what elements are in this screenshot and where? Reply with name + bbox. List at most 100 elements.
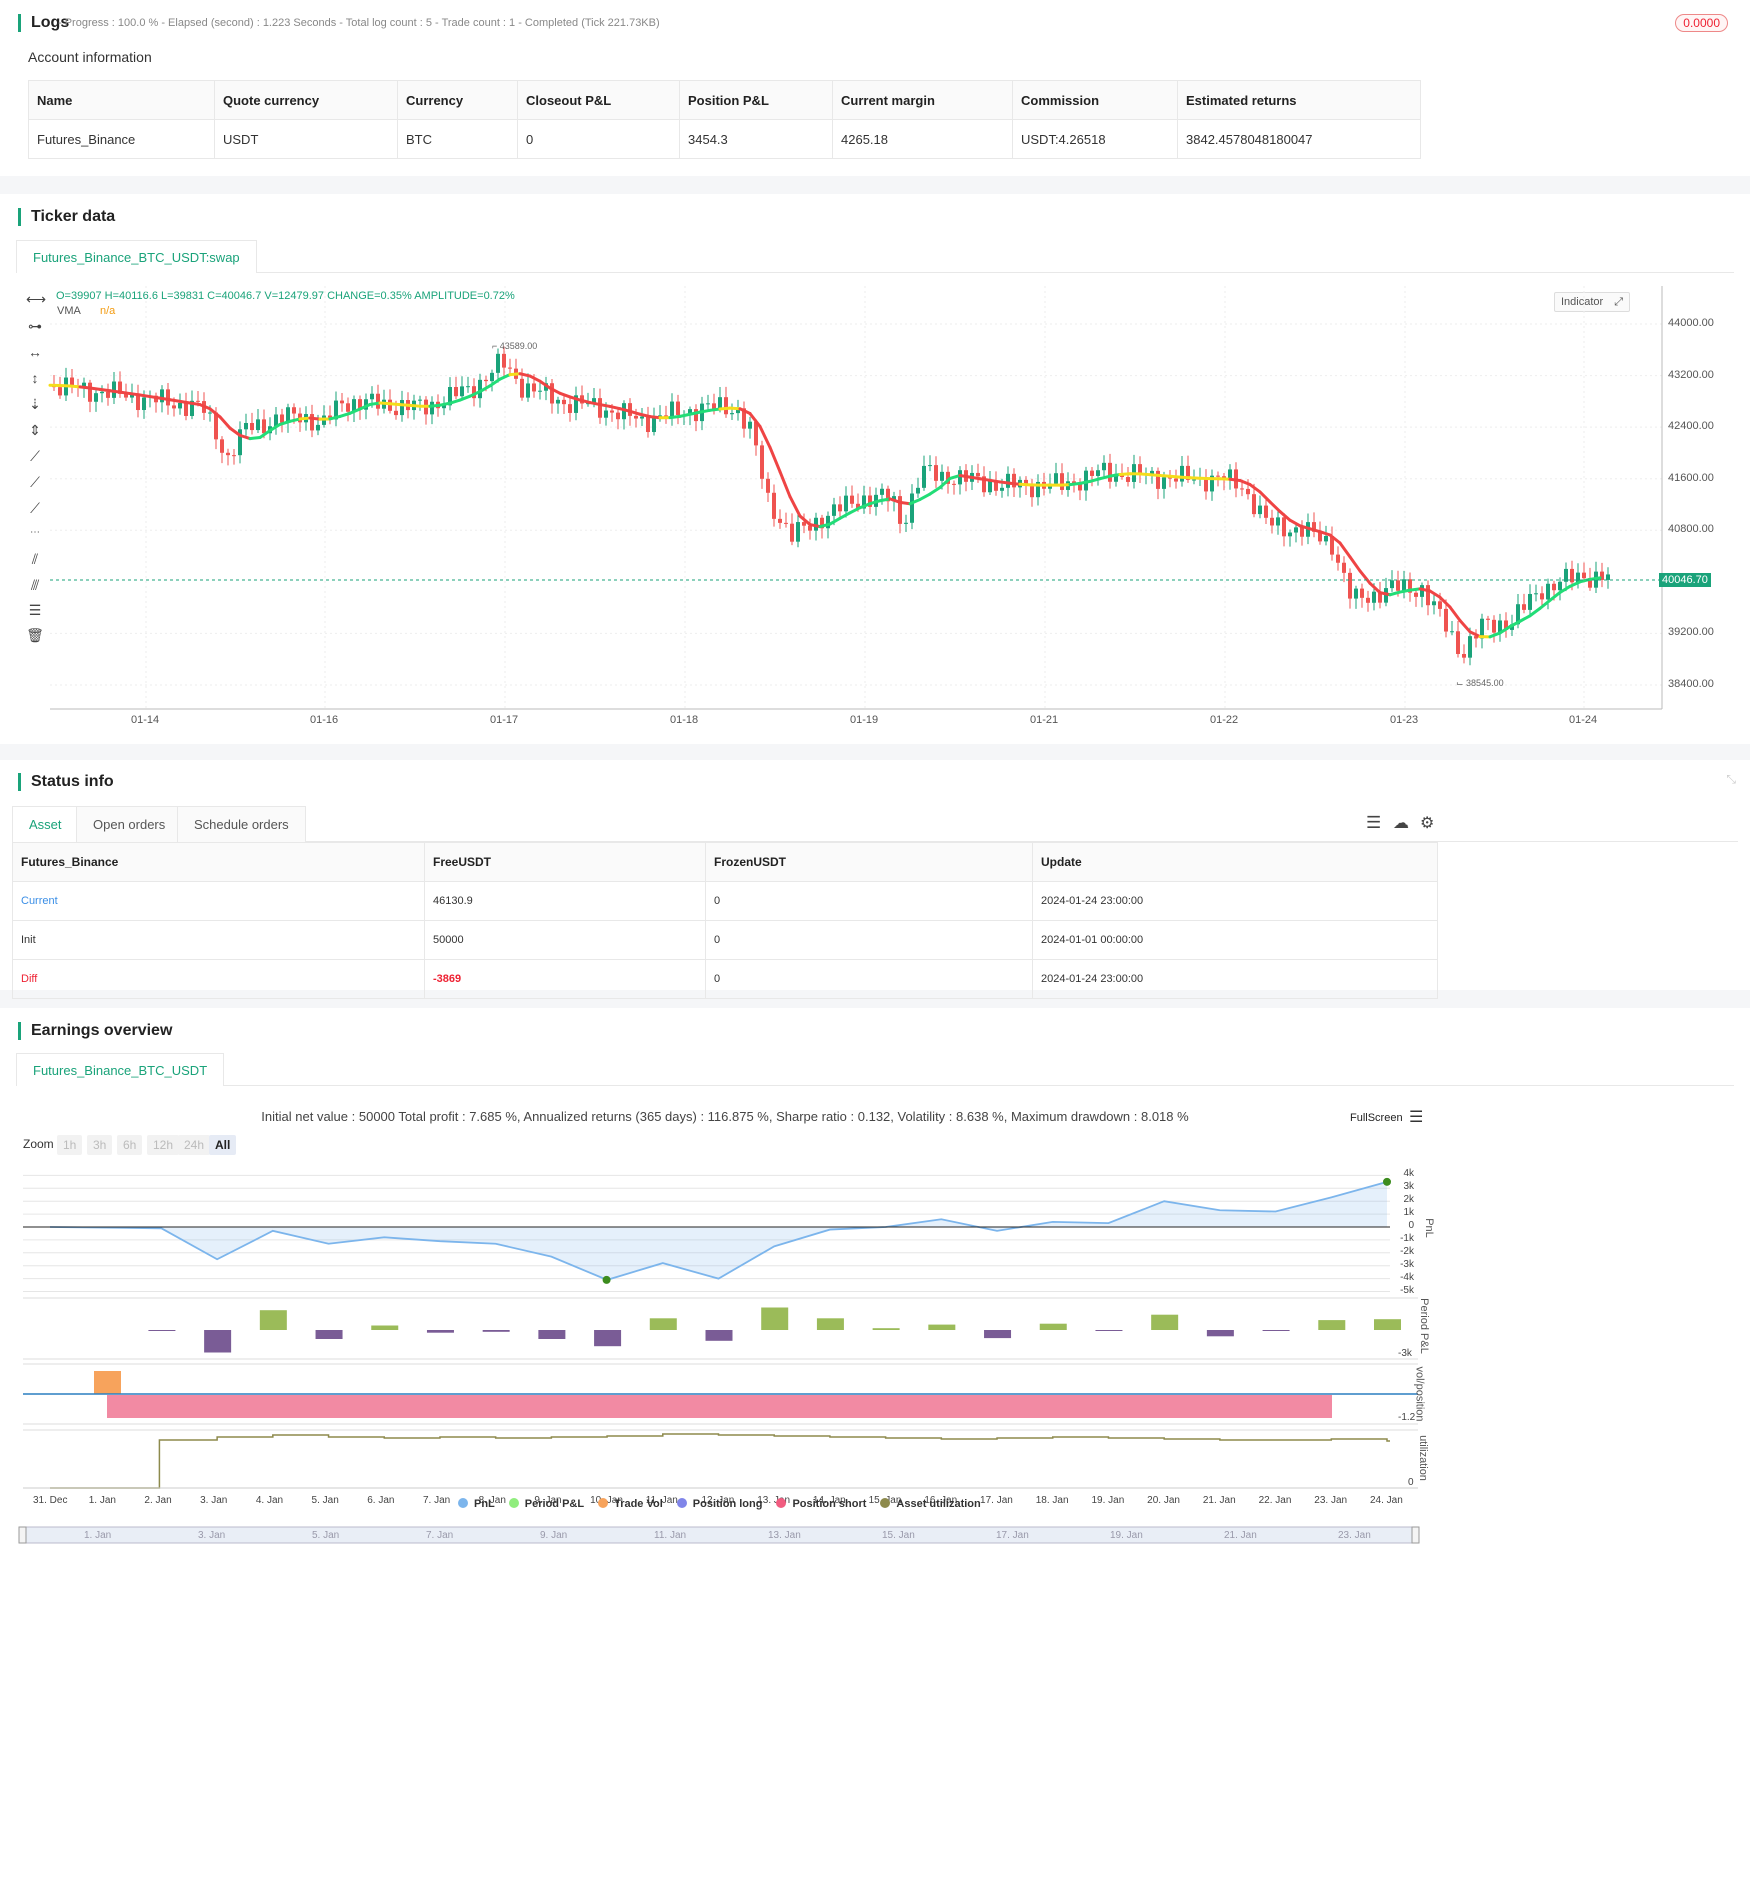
candle-body: [1324, 536, 1328, 542]
period-pnl-bar: [649, 1318, 677, 1330]
candle-body: [340, 400, 344, 404]
candle-body: [1054, 473, 1058, 484]
vma-segment: [148, 395, 162, 400]
tab-open-orders[interactable]: Open orders: [76, 806, 183, 842]
candle-body: [1270, 517, 1274, 526]
tab-ticker-symbol[interactable]: Futures_Binance_BTC_USDT:swap: [16, 240, 257, 273]
logs-title: Logs: [18, 14, 69, 32]
parallel-lines-icon[interactable]: ⫽: [31, 551, 39, 567]
menu-icon[interactable]: ☰: [1409, 1109, 1424, 1126]
tab-earnings-symbol[interactable]: Futures_Binance_BTC_USDT: [16, 1053, 225, 1086]
candle-body: [742, 408, 746, 429]
candle-body: [706, 403, 710, 405]
candle-body: [1288, 532, 1292, 537]
legend-item[interactable]: Position short: [776, 1498, 866, 1510]
horizontal-line-icon[interactable]: ⟷: [26, 291, 47, 307]
tab-schedule-orders[interactable]: Schedule orders: [177, 806, 306, 842]
candle-body: [1366, 597, 1370, 603]
trash-icon[interactable]: 🗑: [26, 627, 44, 643]
candle-body: [1024, 479, 1028, 485]
candles: [52, 346, 1610, 666]
legend-item[interactable]: PnL: [458, 1498, 495, 1510]
col-name: Name: [28, 80, 215, 120]
table-row: Diff -3869 0 2024-01-24 23:00:00: [12, 959, 1438, 999]
navigator-tick-label: 19. Jan: [1110, 1530, 1143, 1541]
zoom-all[interactable]: All: [209, 1135, 237, 1155]
vma-segment: [718, 406, 732, 411]
vertical-ray-icon[interactable]: ⇣: [29, 396, 41, 412]
extended-line-icon[interactable]: ↔: [28, 344, 42, 360]
date-tick-label: 14. Jan: [812, 1495, 846, 1506]
tab-asset[interactable]: Asset: [12, 806, 79, 842]
vma-segment: [1508, 619, 1522, 629]
period-pnl-bar: [204, 1330, 232, 1353]
cloud-download-icon[interactable]: ☁: [1393, 815, 1409, 832]
vma-segment: [198, 403, 212, 411]
zoom-3h[interactable]: 3h: [87, 1135, 113, 1155]
earnings-summary: Initial net value : 50000 Total profit :…: [261, 1109, 1189, 1124]
account-header-row: Name Quote currency Currency Closeout P&…: [28, 80, 1421, 120]
vma-segment: [608, 404, 622, 411]
status-panel: Status info ⤡ Asset Open orders Schedule…: [0, 760, 1750, 999]
date-tick-label: 6. Jan: [367, 1495, 395, 1506]
ticker-tab-bar: [16, 272, 1734, 273]
vertical-segment-icon[interactable]: ⇕: [29, 422, 41, 438]
candle-body: [118, 381, 122, 394]
ohlc-readout: O=39907 H=40116.6 L=39831 C=40046.7 V=12…: [56, 290, 515, 302]
candle-body: [160, 389, 164, 403]
legend-item[interactable]: Position long: [676, 1498, 762, 1510]
vma-segment: [1368, 581, 1382, 595]
vma-segment: [638, 412, 652, 419]
gear-icon[interactable]: ⚙: [1420, 815, 1435, 832]
zoom-12h[interactable]: 12h: [147, 1135, 180, 1155]
ray-line-icon[interactable]: ⟋: [30, 474, 40, 490]
cell: 4265.18: [832, 119, 1013, 159]
row-label-current: Current: [12, 881, 425, 921]
candle-body: [106, 391, 110, 398]
candle-body: [1378, 591, 1382, 603]
candle-body: [1492, 619, 1496, 633]
vma-segment: [458, 394, 472, 402]
candle-body: [94, 393, 98, 402]
cell: 2024-01-24 23:00:00: [1032, 881, 1438, 921]
candle-body: [994, 481, 998, 491]
vma-segment: [1448, 605, 1462, 623]
vma-segment: [538, 379, 552, 390]
col-exchange: Futures_Binance: [12, 842, 425, 882]
trend-line-icon[interactable]: ⟋: [30, 448, 40, 464]
list-icon[interactable]: ☰: [1366, 813, 1382, 832]
candle-body: [178, 402, 182, 409]
vertical-line-icon[interactable]: ↕: [31, 370, 39, 386]
indicator-button[interactable]: Indicator ⤢: [1554, 292, 1631, 312]
legend-item[interactable]: Trade Vol: [598, 1498, 663, 1510]
vma-segment: [698, 408, 712, 414]
segment-line-icon[interactable]: ⟋: [30, 500, 40, 516]
vma-segment: [1168, 474, 1182, 479]
collapse-icon[interactable]: ⤡: [1726, 772, 1736, 786]
channel-icon[interactable]: ⫻: [30, 577, 40, 593]
vma-segment: [808, 523, 822, 529]
candle-body: [1282, 517, 1286, 537]
vma-segment: [1288, 518, 1302, 528]
vma-segment: [968, 475, 982, 481]
legend-item[interactable]: Period P&L: [508, 1498, 584, 1510]
zoom-1h[interactable]: 1h: [57, 1135, 83, 1155]
zoom-24h[interactable]: 24h: [178, 1135, 211, 1155]
navigator[interactable]: [22, 1526, 1419, 1544]
horizontal-ray-icon[interactable]: ⊶: [28, 318, 42, 334]
candle-body: [496, 353, 500, 373]
zoom-6h[interactable]: 6h: [117, 1135, 143, 1155]
navigator-handle-right[interactable]: [1411, 1526, 1420, 1544]
fibonacci-icon[interactable]: ☰: [28, 602, 42, 618]
price-line-icon[interactable]: ⋯: [30, 527, 40, 538]
price-tick-label: 39200.00: [1668, 626, 1714, 639]
vma-segment: [888, 497, 902, 504]
candle-body: [796, 522, 800, 542]
navigator-handle-left[interactable]: [18, 1526, 27, 1544]
legend-item[interactable]: Asset utilization: [880, 1498, 981, 1510]
fullscreen-button[interactable]: FullScreen: [1350, 1112, 1403, 1124]
candle-body: [1462, 653, 1466, 658]
vma-segment: [848, 506, 862, 515]
candlestick-chart[interactable]: [0, 194, 1750, 744]
